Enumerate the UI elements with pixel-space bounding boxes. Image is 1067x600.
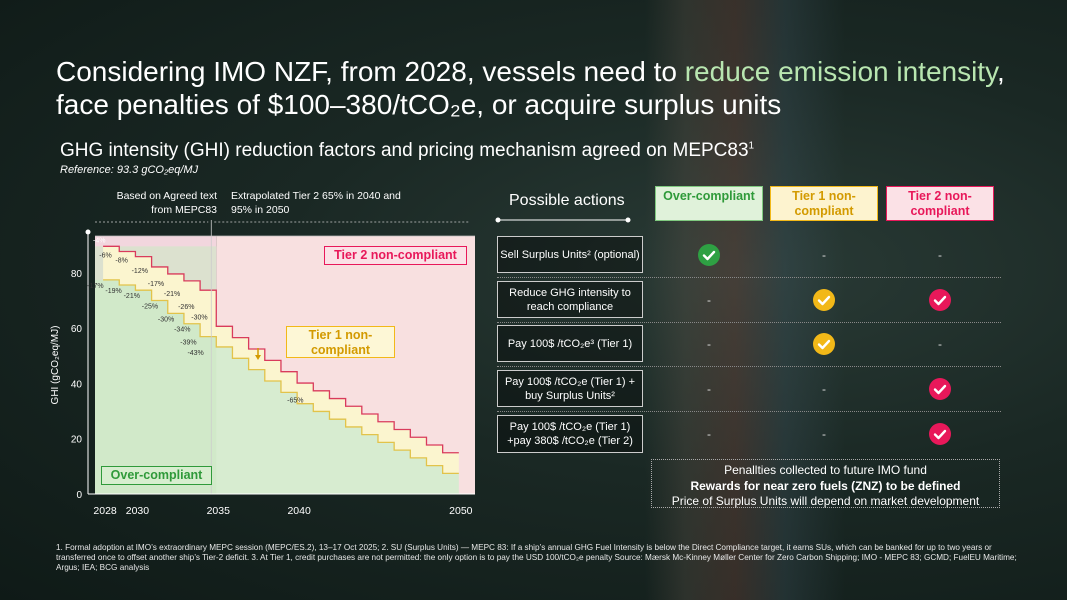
tier1-step-line [103, 245, 459, 454]
step-label: -34% [174, 327, 190, 334]
cell-dash: - [707, 336, 711, 351]
check-icon [813, 288, 835, 311]
col-head-tier1: Tier 1 non-compliant [770, 186, 878, 221]
action-row-5: Pay 100$ /tCO₂e (Tier 1) +pay 380$ /tCO₂… [497, 415, 643, 453]
x-tick-label: 2028 [93, 505, 117, 517]
info-line1: Penallties collected to future IMO fund [724, 463, 927, 477]
tier2-region-label: Tier 2 non-compliant [324, 246, 467, 265]
step-label: -8% [115, 258, 127, 265]
page-title: Considering IMO NZF, from 2028, vessels … [56, 55, 1016, 121]
tier2-step-line [103, 279, 459, 475]
check-icon [929, 288, 951, 311]
tier1-arrow-head-icon [255, 355, 261, 360]
step-label: -43% [187, 350, 203, 357]
row-separator [497, 411, 1001, 412]
action-row-3: Pay 100$ /tCO₂e³ (Tier 1) [497, 325, 643, 362]
y-tick-label: 40 [71, 379, 83, 390]
cell-dash: - [938, 247, 942, 262]
y-tick-label: 20 [71, 435, 83, 446]
step-label: -65% [287, 398, 303, 405]
subtitle-text: GHG intensity (GHI) reduction factors an… [60, 140, 749, 161]
action-row-1: Sell Surplus Units² (optional) [497, 236, 643, 273]
step-label: -26% [178, 304, 194, 311]
check-icon [929, 377, 951, 400]
step-label: -30% [191, 314, 207, 321]
y-axis-label: GHI (gCO₂eq/MJ) [50, 326, 61, 405]
step-label: -4% [93, 237, 105, 244]
action-row-4: Pay 100$ /tCO₂e (Tier 1) + buy Surplus U… [497, 370, 643, 407]
x-tick-label: 2035 [207, 505, 231, 517]
extrapolated-note: Extrapolated Tier 2 65% in 2040 and 95% … [231, 190, 401, 216]
info-box: Penallties collected to future IMO fund … [651, 459, 1000, 508]
tier1-region-label: Tier 1 non-compliant [286, 326, 395, 358]
step-label: -17% [148, 281, 164, 288]
reference-note: Reference: 93.3 gCO₂eq/MJ [60, 164, 199, 176]
step-label: -25% [142, 304, 158, 311]
step-label: -21% [164, 291, 180, 298]
cell-dash: - [707, 292, 711, 307]
y-tick-label: 60 [71, 324, 83, 335]
tier1-band [103, 246, 459, 474]
based-on-note: Based on Agreed text from MEPC83 [116, 190, 217, 216]
action-row-2: Reduce GHG intensity to reach compliance [497, 281, 643, 318]
footnote: 1. Formal adoption at IMO’s extraordinar… [56, 543, 1017, 572]
y-tick-label: 80 [71, 269, 83, 280]
row-separator [497, 366, 1001, 367]
x-tick-label: 2050 [449, 505, 473, 517]
check-icon [698, 243, 720, 266]
y-axis-cap-icon [85, 229, 91, 235]
step-label: -6% [99, 252, 111, 259]
row-separator [497, 277, 1001, 278]
cell-dash: - [822, 381, 826, 396]
x-tick-label: 2030 [126, 505, 150, 517]
step-label: -17% [87, 283, 103, 290]
info-line3: Price of Surplus Units will depend on ma… [671, 494, 980, 508]
cell-dash: - [938, 336, 942, 351]
title-highlight: reduce emission intensity [684, 56, 998, 87]
col-head-tier2: Tier 2 non-compliant [886, 186, 994, 221]
actions-underline-icon [495, 217, 631, 223]
x-tick-label: 2040 [287, 505, 311, 517]
step-label: -21% [124, 293, 140, 300]
row-separator [497, 322, 1001, 323]
background-ship-image [645, 0, 845, 600]
col-head-over: Over-compliant [655, 186, 763, 221]
cell-dash: - [707, 427, 711, 441]
y-tick-label: 0 [76, 490, 82, 501]
cell-dash: - [822, 427, 826, 441]
check-icon [813, 332, 835, 355]
info-line2: Rewards for near zero fuels (ZNZ) to be … [690, 478, 961, 493]
cell-dash: - [822, 247, 826, 262]
step-label: -39% [180, 340, 196, 347]
step-label: -12% [132, 268, 148, 275]
possible-actions-header: Possible actions [509, 192, 625, 209]
cell-dash: - [707, 381, 711, 396]
step-label: -19% [105, 288, 121, 295]
over-region-label: Over-compliant [101, 466, 212, 485]
title-part1: Considering IMO NZF, from 2028, vessels … [56, 56, 685, 87]
subtitle-sup: 1 [748, 140, 755, 152]
title-part2: , face penalties of $100–380/tCO₂e, or a… [56, 56, 1005, 120]
check-icon [929, 423, 951, 445]
step-label: -30% [158, 316, 174, 323]
chart-subtitle: GHG intensity (GHI) reduction factors an… [60, 140, 754, 162]
